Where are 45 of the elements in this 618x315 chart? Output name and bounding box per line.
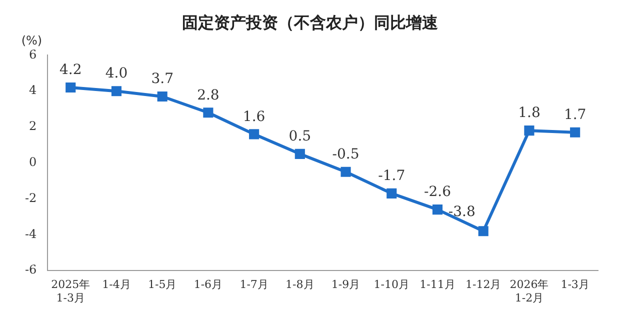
text: -3.8 [448,204,476,220]
text: 4.2 [59,62,82,78]
point [432,204,443,215]
text: 0.5 [288,128,312,145]
y-tick-label: 6 [29,47,37,62]
chart-title: 固定资产投资（不含农户）同比增速 [182,12,439,32]
text: 1.6 [242,108,266,125]
x-tick-label: 1-12月 [465,278,502,292]
x-tick-label: 1-8月 [286,278,314,292]
point [340,166,351,177]
x-tick-label: 2025年 1-3月 [51,278,90,304]
text: -0.5 [332,146,360,163]
text: 1.8 [518,105,540,122]
point [157,91,168,102]
point [111,86,122,96]
text: 3.7 [151,71,174,88]
point [386,188,397,198]
point [294,148,305,159]
point [478,226,488,236]
y-axis-title: (%) [21,33,42,48]
text: 4.0 [105,66,128,82]
x-tick-label: 1-6月 [194,278,223,292]
text: 2.8 [197,87,220,104]
text: 1.7 [564,107,586,124]
y-tick-label: -4 [24,226,38,241]
x-tick-label: 1-11月 [420,278,456,292]
text: -2.6 [424,184,451,200]
x-tick-label: 1-9月 [331,278,360,292]
y-tick-label: 0 [29,155,37,170]
x-tick-label: 1-3月 [560,278,590,292]
point [524,126,534,136]
y-tick-label: -6 [24,262,37,277]
x-tick-label: 1-10月 [374,278,410,292]
y-tick-label: 4 [29,83,38,98]
point [203,108,214,118]
x-tick-label: 1-7月 [240,278,268,292]
x-tick-label: 1-5月 [148,278,177,292]
x-tick-label: 2026年 1-2月 [510,278,549,304]
x-tick-label: 1-4月 [102,278,131,292]
point [249,129,260,140]
point [66,82,76,93]
point [570,127,580,138]
text: -1.7 [378,168,406,184]
y-tick-label: -2 [24,190,37,205]
y-tick-label: 2 [29,119,37,134]
